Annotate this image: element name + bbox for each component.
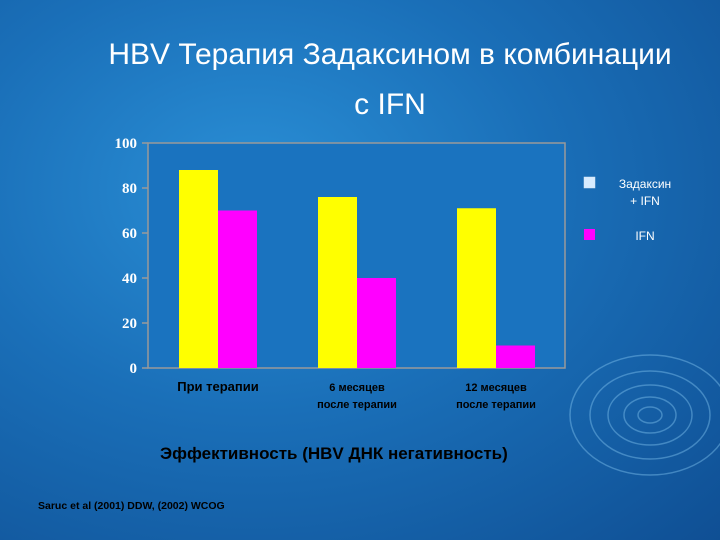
- ripple-decoration: [569, 354, 720, 476]
- legend-label-1: + IFN: [630, 194, 660, 208]
- x-tick-label: 6 месяцев: [329, 382, 385, 394]
- y-tick-label: 20: [122, 316, 137, 332]
- legend-label-1: Задаксин: [619, 177, 671, 191]
- x-tick-label: 12 месяцев: [465, 382, 527, 394]
- y-tick-label: 0: [130, 361, 138, 377]
- y-tick-label: 100: [115, 136, 138, 152]
- bar-zadaxin-ifn-2: [318, 197, 357, 368]
- x-tick-label: При терапии: [177, 379, 259, 394]
- chart-caption: Эффективность (HBV ДНК негативность): [160, 444, 508, 463]
- legend-swatch-2: [584, 229, 595, 240]
- bar-ifn-3: [496, 345, 535, 368]
- y-tick-label: 40: [122, 271, 137, 287]
- x-tick-label: после терапии: [317, 399, 397, 411]
- slide-title: HBV Терапия Задаксином в комбинации с IF…: [40, 30, 720, 130]
- y-tick-label: 60: [122, 226, 137, 242]
- bar-ifn-1: [218, 210, 257, 368]
- y-tick-label: 80: [122, 181, 137, 197]
- legend-swatch-1: [583, 176, 596, 189]
- bar-zadaxin-ifn-3: [457, 208, 496, 368]
- slide-title-line-1: HBV Терапия Задаксином в комбинации: [108, 38, 672, 71]
- bar-zadaxin-ifn-1: [179, 170, 218, 368]
- x-tick-label: после терапии: [456, 399, 536, 411]
- legend-label-2: IFN: [635, 229, 654, 243]
- bar-ifn-2: [357, 278, 396, 368]
- slide-title-line-2: с IFN: [354, 88, 426, 121]
- citation: Saruc et al (2001) DDW, (2002) WCOG: [38, 500, 225, 512]
